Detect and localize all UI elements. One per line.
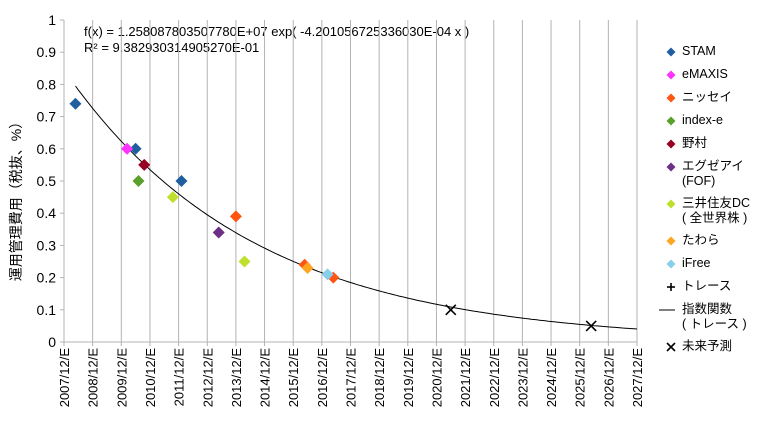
x-tick-label: 2012/12/E: [200, 348, 215, 408]
x-tick-label: 2017/12/E: [344, 348, 359, 408]
y-tick-label: 0.6: [37, 141, 57, 157]
y-tick-label: 0.3: [37, 237, 57, 253]
data-point-series-6: [238, 255, 251, 268]
x-tick-label: 2021/12/E: [458, 348, 473, 408]
legend-item: index-e: [664, 113, 780, 129]
axes: [60, 19, 638, 346]
x-tick-label: 2007/12/E: [57, 348, 72, 408]
legend-label: STAM: [682, 44, 716, 58]
x-tick-label: 2019/12/E: [401, 348, 416, 408]
x-tick-label: 2027/12/E: [630, 348, 645, 408]
legend-marker-icon: [659, 302, 682, 318]
x-tick-label: 2020/12/E: [429, 348, 444, 408]
data-point-series-5: [212, 226, 225, 239]
legend-marker-icon: [664, 279, 682, 295]
y-tick-label: 0.7: [37, 109, 57, 125]
legend-item: 野村: [664, 136, 780, 152]
data-point-series-8: [321, 268, 334, 281]
trend-line: [75, 85, 638, 330]
data-point-series-2: [229, 210, 242, 223]
legend-label: エグゼアイ (FOF): [682, 159, 744, 188]
x-tick-label: 2009/12/E: [114, 348, 129, 408]
y-tick-label: 0.4: [37, 205, 57, 221]
legend-label: 三井住友DC ( 全世界株 ): [682, 196, 751, 225]
legend-marker-icon: [664, 159, 682, 175]
data-point-series-3: [132, 175, 145, 187]
x-tick-label: 2014/12/E: [258, 348, 273, 408]
legend-marker-icon: [664, 90, 682, 106]
legend-marker-icon: [664, 113, 682, 129]
x-tick-labels: 2007/12/E 2008/12/E 2009/12/E 2010/12/E 2011…: [57, 348, 645, 408]
legend-item: iFree: [664, 256, 780, 272]
legend-item: ニッセイ: [664, 90, 780, 106]
legend-label: 指数関数 ( トレース ): [682, 302, 747, 331]
x-tick-label: 2011/12/E: [172, 348, 187, 407]
y-tick-label: 0.9: [37, 44, 57, 60]
y-axis-label: 運用管理費用（税抜、%）: [8, 115, 24, 281]
y-tick-label: 1: [48, 12, 56, 28]
legend-item: 指数関数 ( トレース ): [659, 302, 780, 332]
data-point-series-7: [301, 261, 314, 274]
x-tick-label: 2010/12/E: [143, 348, 158, 408]
legend-item: 未来予測: [664, 339, 780, 355]
legend-label: 野村: [682, 136, 708, 150]
legend-label: 未来予測: [682, 339, 733, 353]
legend-label: index-e: [682, 113, 723, 127]
legend: STAM eMAXIS ニッセイ index-e 野村エグゼアイ (FOF) 三井住友DC…: [659, 44, 780, 362]
legend-label: トレース: [682, 279, 732, 293]
y-tick-label: 0.2: [37, 270, 57, 286]
y-tick-label: 0: [48, 334, 56, 350]
legend-item: eMAXIS: [664, 67, 780, 83]
data-point-series-1: [121, 142, 134, 155]
x-tick-label: 2023/12/E: [515, 348, 530, 408]
legend-item: STAM: [664, 44, 780, 60]
data-points: [69, 97, 597, 332]
legend-marker-icon: [664, 136, 682, 152]
legend-label: iFree: [682, 256, 711, 270]
legend-label: eMAXIS: [682, 67, 728, 81]
y-tick-label: 0.5: [37, 173, 57, 189]
y-tick-label: 0.8: [37, 76, 57, 92]
legend-item: 三井住友DC ( 全世界株 ): [664, 196, 780, 226]
legend-marker-icon: [664, 196, 682, 212]
x-tick-label: 2024/12/E: [544, 348, 559, 408]
legend-marker-icon: [664, 67, 682, 83]
data-point-series-0: [69, 97, 82, 110]
grid-lines: [63, 20, 638, 342]
data-point-series-4: [138, 158, 151, 171]
x-tick-label: 2013/12/E: [229, 348, 244, 408]
x-tick-label: 2018/12/E: [372, 348, 387, 408]
x-tick-label: 2022/12/E: [487, 348, 502, 408]
legend-marker-icon: [664, 233, 682, 249]
legend-label: たわら: [682, 233, 720, 247]
chart-equation: f(x) = 1.258087803507780E+07 exp( -4.201…: [84, 24, 469, 39]
x-tick-label: 2025/12/E: [573, 348, 588, 408]
data-point-forecast: [585, 320, 597, 332]
legend-item: たわら: [664, 233, 780, 249]
x-tick-label: 2008/12/E: [86, 348, 101, 408]
legend-marker-icon: [664, 44, 682, 60]
data-point-series-0: [175, 175, 188, 187]
legend-marker-icon: [664, 339, 682, 355]
legend-item: トレース: [664, 279, 780, 295]
legend-marker-icon: [664, 256, 682, 272]
chart-r-squared: R² = 9.382930314905270E-01: [84, 40, 259, 55]
y-tick-label: 0.1: [37, 302, 57, 318]
data-point-series-0: [129, 142, 142, 155]
legend-label: ニッセイ: [682, 90, 733, 104]
x-tick-label: 2015/12/E: [286, 348, 301, 408]
x-tick-label: 2016/12/E: [315, 348, 330, 408]
x-tick-label: 2026/12/E: [601, 348, 616, 408]
y-tick-labels: 0 0.1 0.2 0.3 0.4 0.5 0.6 0.7 0.8 0.9 1: [37, 12, 57, 350]
legend-item: エグゼアイ (FOF): [664, 159, 780, 189]
data-point-series-6: [166, 191, 179, 204]
data-point-forecast: [445, 304, 457, 316]
